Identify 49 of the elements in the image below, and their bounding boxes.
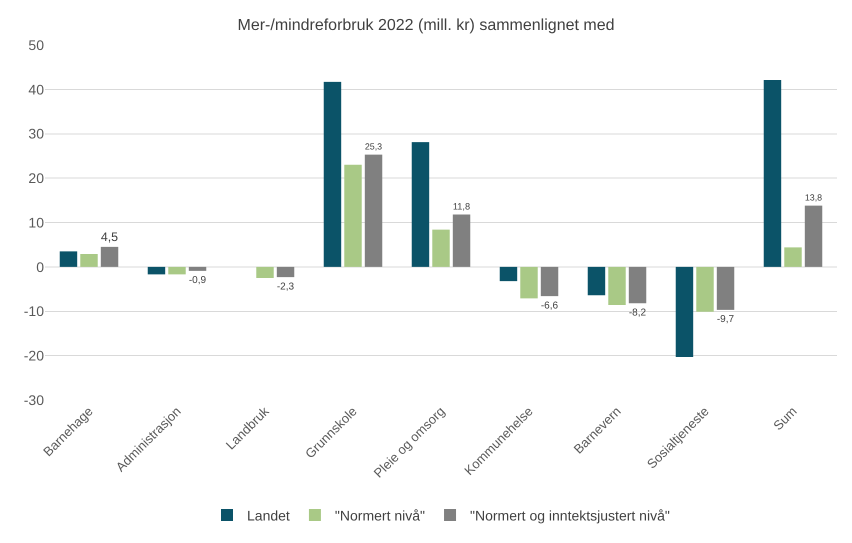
bar [412,142,430,267]
data-label: 4,5 [100,230,118,244]
data-label: -6,6 [540,300,559,312]
y-tick-label: 10 [28,214,44,230]
bar [432,230,450,267]
y-tick-label: -10 [24,303,44,320]
chart-title: Mer-/mindreforbruk 2022 (mill. kr) sammenlignet med [238,17,614,34]
x-tick-label: Sum [770,404,800,434]
bar [628,266,646,304]
data-label: 11,8 [452,202,470,212]
bar [100,246,118,267]
bar [764,80,782,267]
bar [540,266,558,296]
legend-label: Landet [247,507,290,524]
bar [168,266,186,274]
legend-label: "Normert og inntektsjustert nivå" [470,507,670,524]
legend-label: "Normert nivå" [334,507,426,524]
y-tick-label: 40 [28,81,44,98]
bar [344,164,362,267]
y-tick-label: -30 [24,392,44,408]
data-label: 25,3 [364,142,382,152]
y-tick-label: 20 [28,170,44,186]
bar [364,154,382,267]
bar [520,266,538,298]
bar [716,266,734,310]
bar [676,266,694,357]
bar [452,214,470,267]
bar [500,266,518,282]
bar [148,266,166,274]
bar [324,82,342,267]
bar [696,266,714,312]
bar [60,251,78,267]
bar [784,247,802,267]
data-label: -0,9 [188,275,207,286]
data-label: 13,8 [804,192,822,203]
y-tick-label: 0 [36,258,44,275]
bar [588,266,606,296]
data-label: -8,2 [628,308,647,319]
bar [276,266,294,278]
y-tick-label: 50 [28,36,44,53]
bar [804,206,822,267]
y-tick-label: 30 [28,126,44,142]
bar [80,254,98,267]
y-tick-label: -20 [24,348,44,364]
data-label: -2,3 [276,281,295,292]
bar [256,266,274,278]
bar [188,266,206,271]
bar [608,266,626,306]
data-label: -9,7 [716,314,735,326]
